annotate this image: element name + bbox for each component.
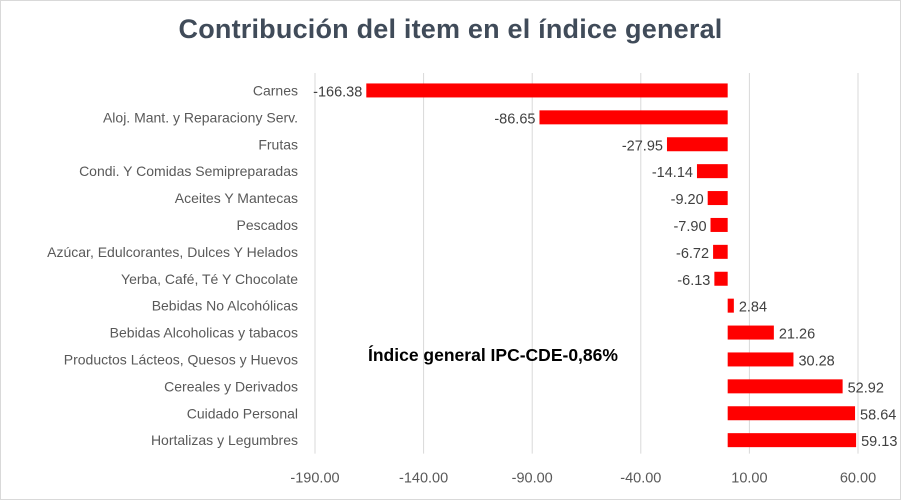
x-tick-label: -190.00 bbox=[290, 471, 339, 487]
x-tick-label: 60.00 bbox=[840, 471, 876, 487]
bar bbox=[727, 379, 843, 394]
value-label: -6.72 bbox=[676, 246, 709, 262]
chart-title: Contribución del item en el índice gener… bbox=[178, 14, 723, 44]
x-tick-label: 10.00 bbox=[731, 471, 767, 487]
value-label: 30.28 bbox=[798, 353, 834, 369]
bar bbox=[727, 325, 774, 340]
value-label: 59.13 bbox=[861, 434, 897, 450]
category-label: Aloj. Mant. y Reparaciony Serv. bbox=[103, 109, 298, 125]
bar bbox=[666, 137, 728, 152]
category-label: Carnes bbox=[253, 82, 298, 98]
value-label: -9.20 bbox=[671, 192, 704, 208]
bar bbox=[707, 191, 728, 206]
value-label: 21.26 bbox=[779, 327, 815, 343]
category-label: Cuidado Personal bbox=[187, 405, 298, 421]
category-label: Cereales y Derivados bbox=[164, 378, 298, 394]
value-label: 2.84 bbox=[739, 300, 767, 316]
value-label: -6.13 bbox=[677, 273, 710, 289]
value-label: 52.92 bbox=[848, 380, 884, 396]
category-label: Pescados bbox=[237, 217, 298, 233]
category-label: Azúcar, Edulcorantes, Dulces Y Helados bbox=[47, 244, 298, 260]
value-label: 58.64 bbox=[860, 407, 896, 423]
value-label: -27.95 bbox=[622, 138, 663, 154]
value-label: -86.65 bbox=[494, 111, 535, 127]
category-label: Hortalizas y Legumbres bbox=[151, 432, 298, 448]
category-label: Aceites Y Mantecas bbox=[175, 190, 298, 206]
category-label: Productos Lácteos, Quesos y Huevos bbox=[64, 351, 298, 367]
bar bbox=[696, 164, 728, 179]
value-label: -14.14 bbox=[652, 165, 693, 181]
category-label: Condi. Y Comidas Semipreparadas bbox=[79, 163, 298, 179]
bar bbox=[539, 110, 728, 125]
value-label: -7.90 bbox=[673, 219, 706, 235]
bar bbox=[727, 352, 794, 367]
category-label: Bebidas Alcoholicas y tabacos bbox=[110, 325, 298, 341]
bars bbox=[366, 83, 857, 448]
bar bbox=[727, 298, 734, 313]
category-label: Frutas bbox=[258, 136, 298, 152]
value-label: -166.38 bbox=[313, 84, 362, 100]
general-index-annotation: Índice general IPC-CDE-0,86% bbox=[368, 345, 618, 365]
x-tick-label: -140.00 bbox=[399, 471, 448, 487]
category-labels: Carnes Aloj. Mant. y Reparaciony Serv. Fru… bbox=[47, 82, 298, 448]
x-tick-label: -90.00 bbox=[512, 471, 553, 487]
bar bbox=[727, 406, 856, 421]
bar bbox=[727, 433, 857, 448]
x-axis-tick-labels: -190.00 -140.00 -90.00 -40.00 10.00 60.00 bbox=[290, 471, 876, 487]
bar bbox=[366, 83, 728, 98]
gridlines bbox=[314, 73, 859, 454]
x-tick-label: -40.00 bbox=[620, 471, 661, 487]
bar bbox=[710, 217, 728, 232]
value-labels: -166.38 -86.65 -27.95 -14.14 -9.20 -7.90 -6.72… bbox=[313, 84, 897, 450]
bar bbox=[713, 244, 728, 259]
category-label: Bebidas No Alcohólicas bbox=[152, 298, 298, 314]
category-label: Yerba, Café, Té Y Chocolate bbox=[121, 271, 298, 287]
bar bbox=[714, 271, 728, 286]
